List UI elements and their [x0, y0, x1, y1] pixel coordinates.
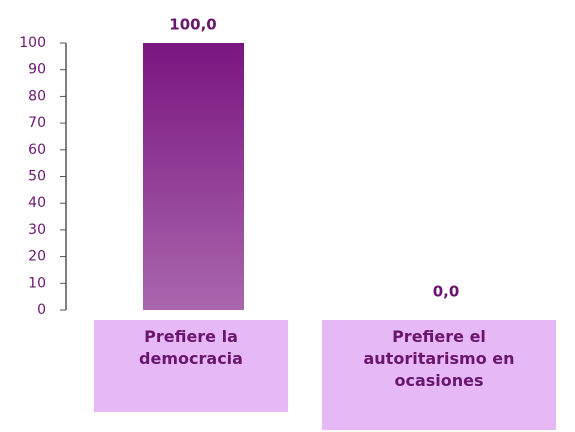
y-tick-label: 80 — [28, 88, 46, 104]
y-tick-label: 70 — [28, 115, 46, 131]
y-tick-label: 20 — [28, 249, 46, 265]
bar — [143, 43, 244, 310]
category-label: Prefiere la democracia — [94, 320, 288, 412]
value-label: 0,0 — [433, 283, 460, 301]
y-tick-label: 0 — [37, 302, 46, 318]
y-tick-label: 40 — [28, 195, 46, 211]
category-label: Prefiere el autoritarismo en ocasiones — [322, 320, 556, 430]
y-tick-label: 30 — [28, 222, 46, 238]
y-tick-label: 60 — [28, 142, 46, 158]
y-tick-label: 10 — [28, 275, 46, 291]
value-label: 100,0 — [169, 16, 216, 34]
y-tick-label: 90 — [28, 62, 46, 78]
y-tick-label: 100 — [19, 35, 46, 51]
y-tick-label: 50 — [28, 169, 46, 185]
